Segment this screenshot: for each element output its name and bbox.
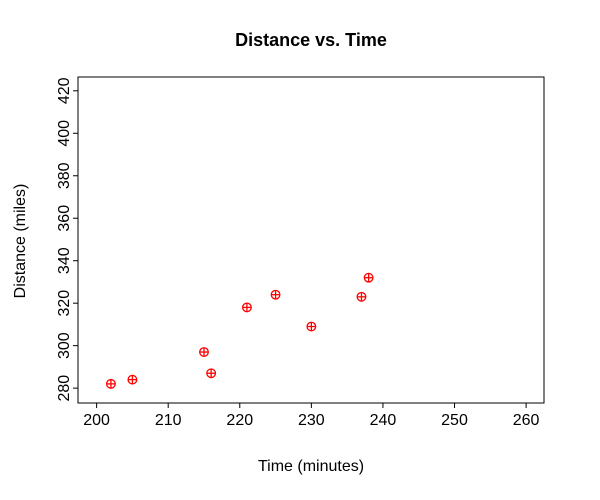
data-point	[270, 289, 281, 300]
plot-box	[77, 76, 545, 404]
y-tick-label: 360	[56, 205, 73, 232]
x-tick-label: 230	[298, 412, 325, 429]
x-tick-label: 260	[513, 412, 540, 429]
y-tick-label: 400	[56, 120, 73, 147]
data-point	[206, 368, 217, 379]
data-point	[356, 291, 367, 302]
x-tick-label: 250	[441, 412, 468, 429]
y-tick-label: 420	[56, 77, 73, 104]
x-axis-title: Time (minutes)	[257, 458, 365, 475]
data-point	[199, 347, 209, 357]
data-point	[127, 374, 138, 385]
x-tick-label: 240	[370, 412, 397, 429]
plot-title: Distance vs. Time	[235, 30, 387, 50]
y-tick-label: 320	[56, 290, 73, 317]
y-axis-title: Distance (miles)	[12, 183, 29, 299]
data-point	[363, 272, 374, 283]
x-axis: 200 210 220 230 240 250 260	[83, 403, 540, 429]
x-tick-label: 220	[226, 412, 253, 429]
y-tick-label: 340	[56, 247, 73, 274]
y-tick-label: 300	[56, 332, 73, 359]
data-point	[105, 378, 116, 389]
data-point	[306, 321, 317, 332]
x-tick-label: 210	[155, 412, 182, 429]
y-tick-label: 280	[56, 375, 73, 402]
data-point	[241, 302, 252, 313]
plot-border	[77, 76, 545, 404]
data-points	[105, 272, 374, 389]
y-tick-label: 380	[56, 162, 73, 189]
y-axis: 280 300 320 340 360 380 400 420	[56, 77, 78, 401]
x-tick-label: 200	[83, 412, 110, 429]
